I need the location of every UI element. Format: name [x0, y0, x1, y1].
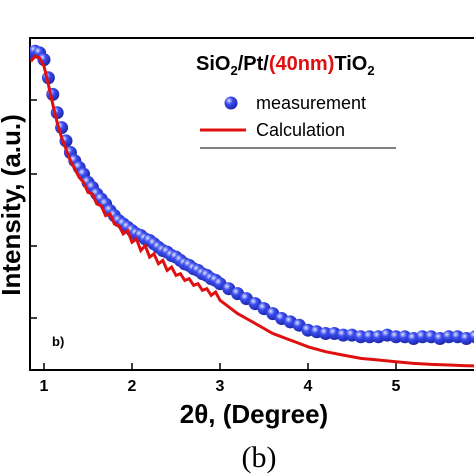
chart-title: SiO2/Pt/(40nm)TiO2: [196, 53, 375, 78]
x-axis-ticks: [43, 363, 397, 370]
y-axis-label: Intensity, (a.u.): [0, 114, 26, 296]
legend-measurement-marker: [224, 96, 238, 110]
calculation-series-line: [30, 54, 474, 368]
x-tick-label-1: 1: [40, 378, 49, 395]
x-tick-label-5: 5: [392, 378, 401, 395]
x-tick-label-4: 4: [304, 378, 313, 395]
title-part-3: (40nm): [269, 53, 335, 75]
measurement-point: [468, 330, 474, 344]
figure-caption: (b): [242, 441, 277, 474]
x-tick-label-3: 3: [216, 378, 225, 395]
legend-measurement-label: measurement: [256, 93, 366, 113]
plot-frame: [29, 37, 474, 371]
title-part-4: TiO: [334, 53, 367, 75]
legend-calculation-label: Calculation: [256, 120, 345, 140]
x-tick-label-2: 2: [128, 378, 137, 395]
panel-label: b): [52, 334, 64, 349]
y-axis-ticks: [30, 99, 37, 319]
title-part-0: SiO: [196, 53, 230, 75]
title-part-5: 2: [367, 63, 374, 78]
x-axis-tick-labels: 1 2 3 4 5: [40, 378, 401, 395]
x-axis-label: 2θ, (Degree): [180, 399, 328, 429]
title-part-1: 2: [230, 63, 237, 78]
legend: measurement Calculation: [200, 93, 396, 149]
title-part-2: /Pt/: [238, 53, 270, 75]
